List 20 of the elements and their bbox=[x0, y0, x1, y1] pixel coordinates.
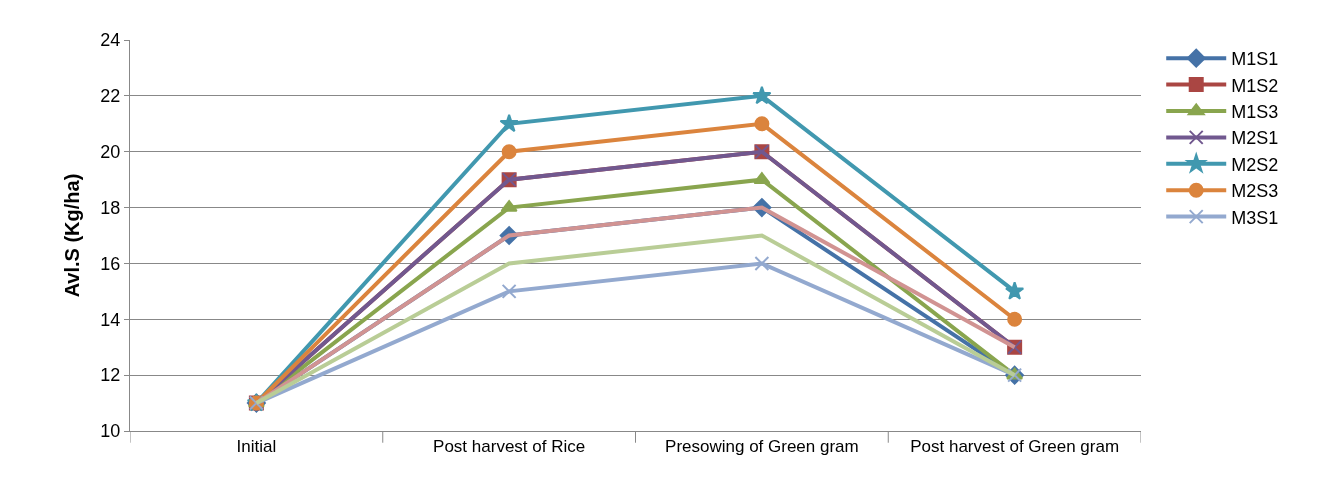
x-tick-label: Post harvest of Rice bbox=[433, 437, 586, 457]
legend-label: M2S3 bbox=[1231, 181, 1279, 202]
x-tick-label: Initial bbox=[236, 437, 277, 457]
x-tick-label: Post harvest of Green gram bbox=[910, 437, 1120, 457]
y-tick-label: 18 bbox=[100, 197, 121, 218]
y-tick-label: 12 bbox=[100, 365, 121, 386]
y-axis-title: Avl.S (Kg/ha) bbox=[60, 173, 83, 298]
legend-label: M1S1 bbox=[1231, 49, 1279, 70]
y-tick-label: 14 bbox=[100, 309, 121, 330]
y-tick-label: 22 bbox=[100, 86, 121, 107]
legend-label: M3S1 bbox=[1231, 207, 1279, 228]
legend-label: M2S1 bbox=[1231, 128, 1279, 149]
y-tick-label: 24 bbox=[100, 30, 121, 51]
legend-label: M1S2 bbox=[1231, 75, 1279, 96]
x-tick-label: Presowing of Green gram bbox=[665, 437, 859, 457]
y-tick-label: 20 bbox=[100, 142, 121, 163]
y-tick-label: 10 bbox=[100, 421, 121, 442]
legend-label: M1S3 bbox=[1231, 102, 1279, 123]
y-tick-label: 16 bbox=[100, 253, 121, 274]
legend-label: M2S2 bbox=[1231, 154, 1279, 175]
